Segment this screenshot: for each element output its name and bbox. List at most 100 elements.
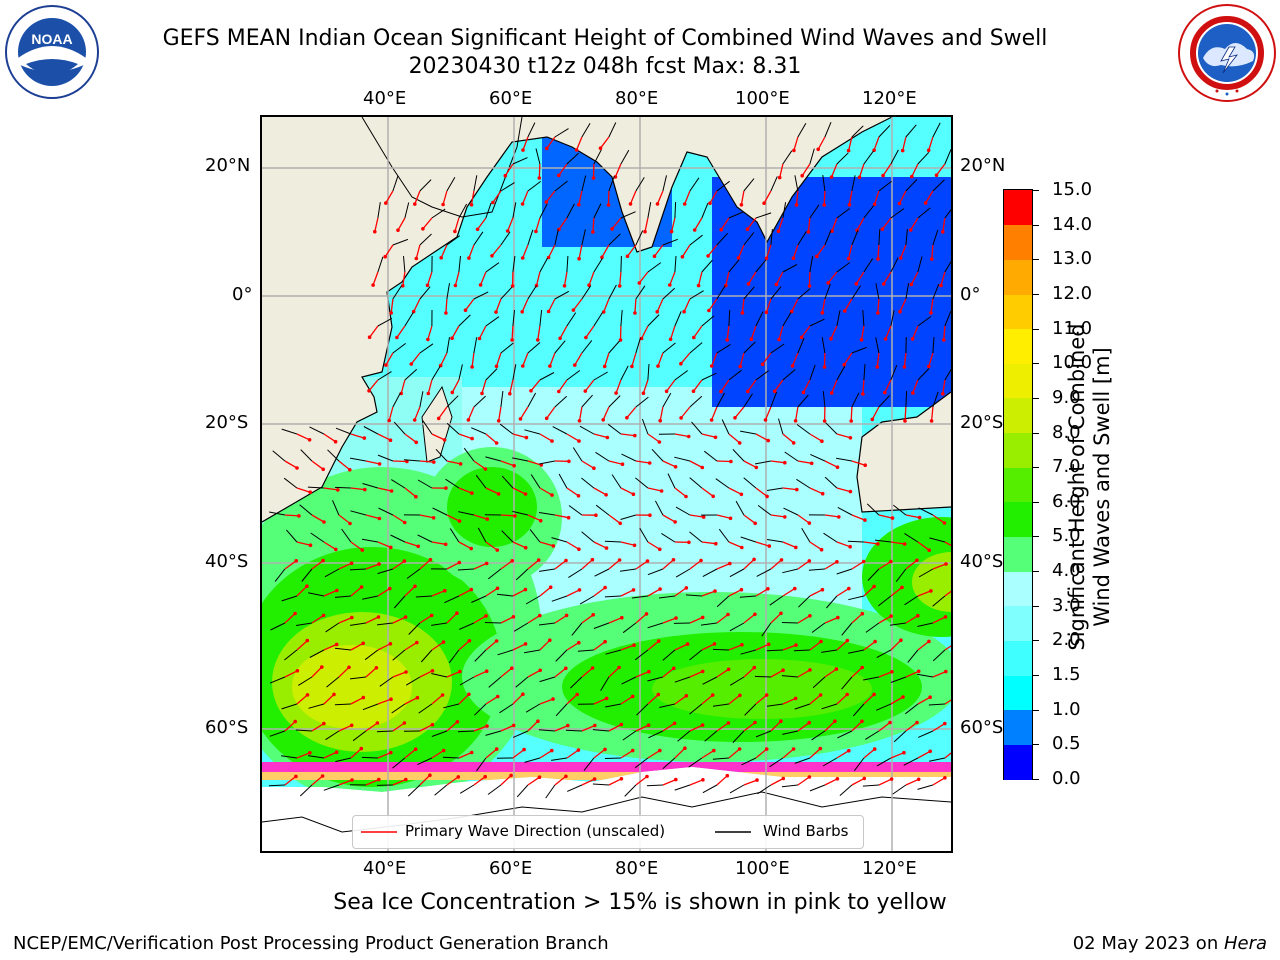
wind-barb <box>446 422 460 435</box>
wave-direction-arrow <box>284 560 297 570</box>
wave-direction-arrowhead <box>576 748 581 752</box>
wave-direction-arrowhead <box>426 391 431 396</box>
wave-direction-arrow <box>396 325 406 338</box>
wind-barb <box>689 290 704 300</box>
wind-barb <box>592 783 609 786</box>
wave-direction-arrowhead <box>790 364 795 368</box>
wave-direction-arrow <box>385 352 394 366</box>
wave-direction-arrow <box>566 642 580 651</box>
wave-direction-arrow <box>446 776 459 786</box>
wave-direction-arrow <box>548 244 556 258</box>
wind-barb <box>512 457 528 462</box>
wind-barb <box>837 730 853 739</box>
wind-barb <box>390 534 406 543</box>
wind-barb <box>485 316 500 327</box>
wave-direction-arrowhead <box>321 613 326 618</box>
wind-barb <box>539 372 555 381</box>
wind-barb <box>743 477 757 489</box>
wave-direction-arrowhead <box>469 546 473 551</box>
wave-direction-arrow <box>485 433 498 444</box>
wave-direction-arrow <box>365 779 380 786</box>
wave-direction-arrowhead <box>439 256 443 260</box>
wave-direction-arrowhead <box>508 391 512 396</box>
wave-direction-arrow <box>728 487 742 495</box>
wave-direction-arrow <box>446 671 461 678</box>
wind-barb <box>296 622 312 626</box>
wave-direction-arrowhead <box>793 696 798 701</box>
wave-direction-arrow <box>674 587 687 597</box>
wind-barb <box>853 757 865 772</box>
wind-barb <box>781 784 798 788</box>
wind-barb <box>334 703 351 706</box>
wave-direction-arrow <box>782 748 795 759</box>
wave-direction-arrowhead <box>534 229 538 234</box>
wave-direction-arrowhead <box>633 311 637 315</box>
colorbar-tick-label: 5.0 <box>1052 525 1081 547</box>
wave-direction-arrow <box>615 379 622 394</box>
wind-barb <box>474 703 487 716</box>
wave-direction-arrow <box>647 433 660 443</box>
wave-direction-arrow <box>917 590 932 597</box>
wave-direction-arrow <box>878 514 893 519</box>
wave-direction-arrowhead <box>538 668 542 673</box>
wave-direction-arrow <box>509 379 514 394</box>
wave-direction-arrowhead <box>794 203 799 207</box>
wave-direction-arrow <box>830 325 838 339</box>
wave-direction-arrow <box>809 748 821 759</box>
wave-direction-arrow <box>807 217 811 232</box>
wind-barb <box>500 231 511 246</box>
wave-direction-arrow <box>647 750 661 759</box>
wave-direction-arrow <box>656 298 664 313</box>
wave-direction-arrowhead <box>826 281 830 285</box>
wind-barb <box>755 311 764 327</box>
wind-barb <box>449 528 460 543</box>
wave-direction-arrowhead <box>443 542 448 547</box>
wind-barb <box>875 283 880 300</box>
wind-barb <box>309 426 325 435</box>
wind-barb <box>863 363 866 381</box>
wave-direction-arrowhead <box>414 256 419 261</box>
wave-direction-arrow <box>737 244 745 259</box>
wave-direction-arrow <box>884 325 892 340</box>
wave-direction-arrow <box>593 541 607 549</box>
wave-direction-arrowhead <box>799 335 804 340</box>
wind-barb <box>568 505 583 516</box>
wave-direction-arrowhead <box>903 419 907 423</box>
wave-direction-arrow <box>558 217 568 230</box>
wave-direction-arrow <box>641 325 649 339</box>
wave-direction-arrow <box>905 615 919 624</box>
wave-direction-arrow <box>620 589 634 597</box>
wave-direction-arrowhead <box>389 545 393 550</box>
wave-direction-arrow <box>491 244 502 257</box>
wind-barb <box>608 395 621 408</box>
wave-direction-arrow <box>701 590 716 597</box>
wind-barb <box>635 177 645 192</box>
wave-direction-arrowhead <box>793 586 797 591</box>
wind-barb <box>281 703 298 710</box>
wind-barb <box>836 310 841 327</box>
wind-barb <box>420 649 433 663</box>
wind-barb <box>812 676 826 689</box>
wave-direction-arrow <box>554 559 567 570</box>
wave-direction-arrowhead <box>495 694 500 699</box>
wind-barb <box>848 649 864 654</box>
wind-barb <box>485 262 500 273</box>
colorbar-tick-mark <box>1033 363 1039 365</box>
wave-direction-arrowhead <box>883 337 888 341</box>
wave-direction-arrowhead <box>522 747 526 752</box>
colorbar-tick-mark <box>1033 190 1039 191</box>
wave-direction-arrowhead <box>916 777 921 782</box>
wave-direction-arrow <box>413 298 421 312</box>
wave-direction-arrowhead <box>708 201 712 205</box>
wave-direction-arrowhead <box>863 518 867 522</box>
wind-barb <box>735 500 745 516</box>
wave-direction-arrowhead <box>521 148 525 152</box>
wave-direction-arrowhead <box>728 561 732 566</box>
wind-barb <box>446 283 450 300</box>
wave-direction-arrow <box>471 352 475 367</box>
wave-direction-arrowhead <box>545 146 549 151</box>
wind-barb <box>893 730 907 743</box>
wave-direction-arrow <box>635 671 650 678</box>
wave-direction-arrowhead <box>544 416 549 421</box>
wave-direction-arrow <box>662 514 676 523</box>
